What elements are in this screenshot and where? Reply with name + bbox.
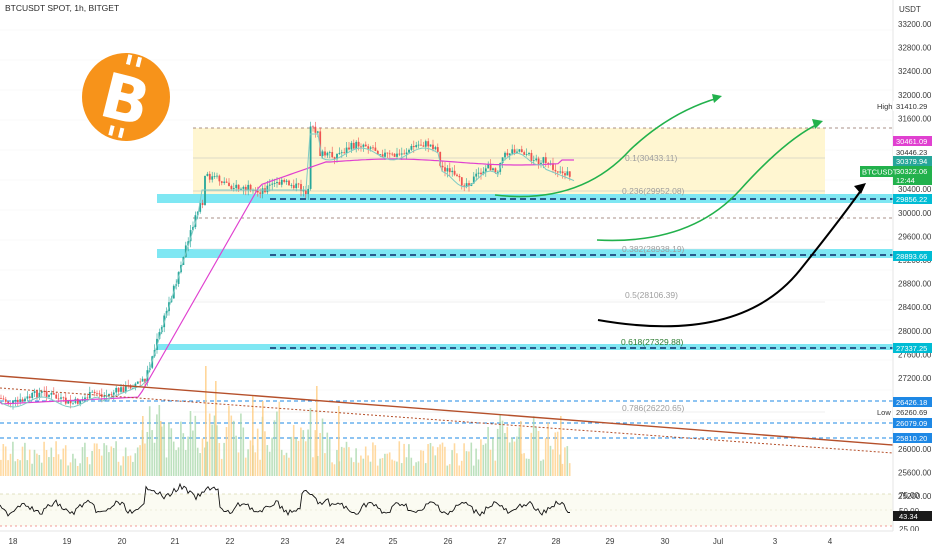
price-tick: 30000.00 bbox=[898, 209, 932, 218]
price-badge bbox=[893, 343, 932, 353]
price-tick: 25600.00 bbox=[898, 468, 932, 477]
time-tick: 3 bbox=[773, 537, 778, 546]
price-tick: 31600.00 bbox=[898, 114, 932, 123]
fib-label: 0.236(29952.08) bbox=[622, 186, 685, 196]
rsi-value-badge bbox=[893, 511, 932, 521]
price-badge-text: 27337.25 bbox=[896, 344, 927, 353]
price-tick: 32400.00 bbox=[898, 67, 932, 76]
svg-text:BTCUSDT: BTCUSDT bbox=[862, 168, 898, 177]
time-tick: 28 bbox=[552, 537, 561, 546]
fib-label: 0.1(30433.11) bbox=[625, 153, 677, 163]
price-tick: 32800.00 bbox=[898, 44, 932, 53]
support-band-3 bbox=[157, 344, 893, 350]
price-badge-text: 25810.20 bbox=[896, 434, 927, 443]
price-tick: 32000.00 bbox=[898, 91, 932, 100]
price-badge-text: 28893.66 bbox=[896, 252, 927, 261]
fib-label: 0.5(28106.39) bbox=[625, 290, 678, 300]
price-badge bbox=[893, 433, 932, 443]
price-badge-text: 30322.06 bbox=[896, 167, 927, 176]
price-badge-text: 12:44 bbox=[896, 176, 915, 185]
price-tick: 27200.00 bbox=[898, 374, 932, 383]
time-tick: Jul bbox=[713, 537, 723, 546]
price-badge bbox=[893, 194, 932, 204]
price-badge-text: 30446.23 bbox=[896, 148, 927, 157]
price-badge bbox=[893, 166, 932, 176]
price-badge bbox=[893, 407, 932, 417]
chart-title: BTCUSDT SPOT, 1h, BITGET bbox=[5, 3, 119, 13]
price-tick: 27600.00 bbox=[898, 350, 932, 359]
moving-average-magenta bbox=[0, 158, 574, 405]
price-badge bbox=[893, 147, 932, 157]
price-badge-text: 26426.18 bbox=[896, 398, 927, 407]
price-badge bbox=[893, 251, 932, 261]
projection-arrows bbox=[494, 94, 866, 328]
time-tick: 19 bbox=[63, 537, 72, 546]
time-tick: 18 bbox=[9, 537, 18, 546]
currency-label: USDT bbox=[899, 5, 921, 14]
price-badge-text: 30461.09 bbox=[896, 137, 927, 146]
rsi-line bbox=[0, 482, 570, 517]
rsi-tick: 25.00 bbox=[899, 525, 920, 534]
time-tick: 20 bbox=[118, 537, 127, 546]
time-tick: 26 bbox=[444, 537, 453, 546]
price-tick: 25200.00 bbox=[898, 492, 932, 501]
price-badge-text: 31410.29 bbox=[896, 102, 927, 111]
price-tick: 28400.00 bbox=[898, 303, 932, 312]
price-badge-text: 29856.22 bbox=[896, 195, 927, 204]
support-band-2 bbox=[157, 249, 893, 258]
rsi-tick: 75.00 bbox=[899, 491, 920, 500]
time-tick: 23 bbox=[281, 537, 290, 546]
fib-label: 0.786(26220.65) bbox=[622, 403, 685, 413]
price-badge bbox=[893, 397, 932, 407]
time-tick: 29 bbox=[606, 537, 615, 546]
price-tick: 29600.00 bbox=[898, 232, 932, 241]
price-badge-text: 26079.09 bbox=[896, 419, 927, 428]
rsi-pane bbox=[0, 482, 893, 527]
time-tick: 4 bbox=[828, 537, 833, 546]
downtrend-line bbox=[0, 375, 894, 446]
price-badge bbox=[893, 156, 932, 166]
price-tick: 28000.00 bbox=[898, 327, 932, 336]
price-tick: 26000.00 bbox=[898, 445, 932, 454]
price-tick: 33200.00 bbox=[898, 20, 932, 29]
fib-label: 0.382(28938.19) bbox=[622, 244, 685, 254]
fib-label: 0.618(27329.88) bbox=[621, 337, 684, 347]
time-tick: 25 bbox=[389, 537, 398, 546]
price-badge-text: 26260.69 bbox=[896, 408, 927, 417]
volume-bars bbox=[0, 366, 571, 476]
time-tick: 27 bbox=[498, 537, 507, 546]
price-badge bbox=[893, 136, 932, 146]
price-tick: 28800.00 bbox=[898, 280, 932, 289]
price-badge bbox=[893, 175, 932, 185]
price-axis[interactable]: USDT 33200.00 32800.00 32400.00 32000.00 316… bbox=[877, 0, 932, 550]
price-badge-label: Low bbox=[877, 408, 891, 417]
time-tick: 21 bbox=[171, 537, 180, 546]
range-zone bbox=[193, 128, 825, 198]
time-axis[interactable]: 18 19 20 21 22 23 24 25 26 27 28 29 30 Jul 3 4 bbox=[0, 530, 932, 550]
price-tick: 30400.00 bbox=[898, 185, 932, 194]
price-badge bbox=[893, 101, 932, 111]
time-tick: 24 bbox=[336, 537, 345, 546]
downtrend-line-dotted bbox=[0, 387, 894, 454]
time-tick: 30 bbox=[661, 537, 670, 546]
rsi-value: 43.34 bbox=[899, 512, 918, 521]
moving-average-teal bbox=[0, 133, 575, 408]
price-badge-text: 30379.94 bbox=[896, 157, 927, 166]
fib-labels: 0.1(30433.11) 0.236(29952.08) 0.382(2893… bbox=[621, 153, 685, 413]
time-tick: 22 bbox=[226, 537, 235, 546]
bitcoin-logo-icon: B bbox=[82, 53, 170, 141]
price-badge-label: High bbox=[877, 102, 892, 111]
symbol-label: BTCUSDT bbox=[860, 166, 898, 177]
price-badge bbox=[893, 418, 932, 428]
